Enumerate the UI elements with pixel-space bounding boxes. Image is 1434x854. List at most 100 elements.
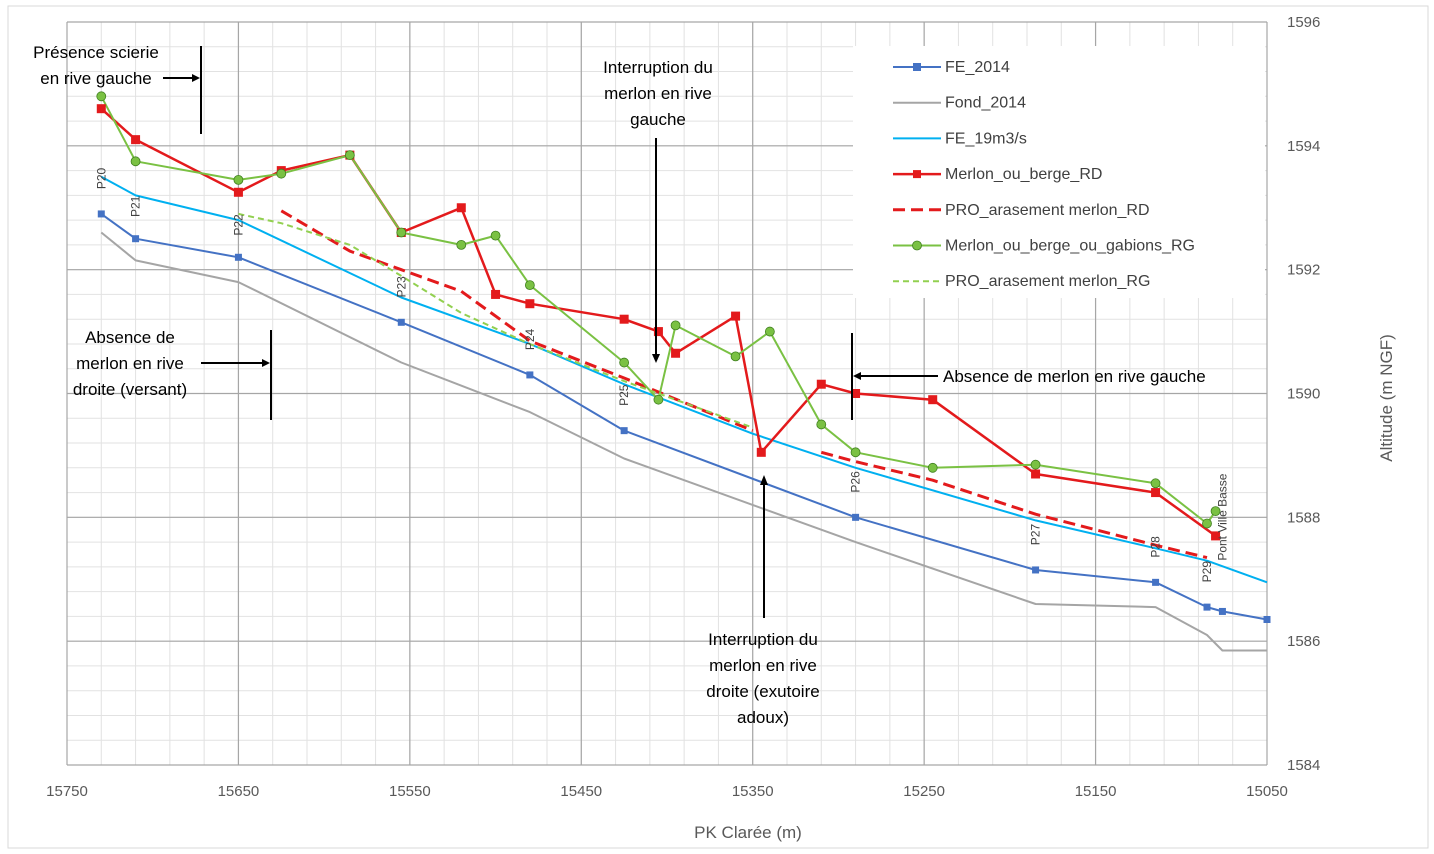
legend-marker [913,170,921,179]
legend-label: Merlon_ou_berge_ou_gabions_RG [945,238,1195,255]
data-point-circle [490,230,501,241]
annotations: Présence scierie en rive gauche Interrup… [33,43,1206,727]
x-tick-label: 15150 [1075,783,1117,800]
data-point-circle [276,168,287,179]
data-point-circle [730,351,741,362]
annotation-interruption-rd-line4: adoux) [737,708,789,727]
legend-marker [912,240,922,251]
x-tick-label: 15350 [732,783,774,800]
data-point-square [653,327,663,337]
legend-label: PRO_arasement merlon_RG [945,273,1150,290]
legend: FE_2014 Fond_2014 FE_19m3/s Merlon_ou_berge… [853,46,1265,298]
profile-label: P28 [1149,536,1163,558]
data-point-square [620,427,628,435]
series-line-2 [100,175,1268,584]
data-point-square [1152,578,1160,586]
data-point-square [928,395,938,405]
data-point-square [97,210,105,218]
legend-marker [913,63,921,71]
profile-label: P20 [94,167,108,189]
data-point-circle [344,150,355,161]
annotation-interruption-rg-line1: Interruption du [603,58,713,77]
data-point-square [96,104,106,114]
data-point-square [1218,607,1226,615]
data-point-square [526,371,534,379]
data-point-circle [1210,506,1221,517]
annotation-scierie-line1: Présence scierie [33,43,159,62]
profile-label: P26 [849,471,863,493]
profile-label: P21 [129,195,143,217]
data-point-square [852,513,860,521]
series-line-4 [280,209,754,432]
profile-label: P22 [231,214,245,236]
x-tick-label: 15550 [389,783,431,800]
annotation-interruption-rd-line2: merlon en rive [709,656,817,675]
markers-group [96,91,1271,623]
data-point-circle [1030,459,1041,470]
data-point-square [671,348,681,358]
annotation-interruption-rd-arrowhead [760,475,768,485]
legend-label: Merlon_ou_berge_RD [945,166,1102,183]
legend-label: FE_19m3/s [945,130,1027,147]
y-tick-label: 1584 [1287,757,1320,774]
y-tick-label: 1588 [1287,509,1320,526]
data-point-circle [927,462,938,473]
data-point-circle [1202,518,1212,529]
data-point-square [1151,488,1161,498]
data-point-square [851,389,861,398]
data-point-square [1211,531,1221,541]
tick-labels: 15750 15650 15550 15450 15350 15250 15150 15050… [46,14,1320,800]
data-point-square [525,299,535,309]
profile-label: P27 [1029,524,1043,546]
data-point-circle [670,320,681,331]
annotation-absence-rd-line2: merlon en rive [76,354,184,373]
data-point-square [1031,469,1041,479]
x-tick-label: 15750 [46,783,88,800]
y-tick-label: 1592 [1287,262,1320,279]
legend-label: PRO_arasement merlon_RD [945,202,1150,219]
profile-label: P25 [617,384,631,406]
y-tick-label: 1594 [1287,138,1320,155]
data-point-circle [850,447,861,458]
data-point-square [1203,603,1211,611]
data-point-circle [1150,478,1161,489]
data-point-circle [456,239,467,250]
annotation-scierie-arrowhead [192,74,200,82]
data-point-circle [816,419,827,430]
data-point-circle [233,174,244,185]
annotation-scierie-line2: en rive gauche [40,69,152,88]
profile-label: P29 [1200,561,1214,583]
legend-label: FE_2014 [945,59,1010,76]
profile-label: P24 [523,328,537,350]
x-tick-label: 15450 [560,783,602,800]
x-tick-label: 15050 [1246,783,1288,800]
data-point-square [456,203,466,213]
x-tick-label: 15650 [218,783,260,800]
series-line-1 [100,231,1267,652]
annotation-absence-rd-line1: Absence de [85,328,175,347]
data-point-square [619,314,629,324]
series-line-5 [820,450,1208,560]
annotation-absence-rd-arrowhead [262,359,270,367]
data-point-circle [130,156,141,167]
y-tick-label: 1596 [1287,14,1320,31]
data-point-square [397,318,405,326]
annotation-interruption-rd-line1: Interruption du [708,630,818,649]
data-point-square [234,253,242,261]
legend-box [853,46,1265,298]
y-axis-title: Altitude (m NGF) [1377,334,1396,462]
data-point-circle [653,394,664,405]
profile-label: Pont Ville Basse [1215,473,1229,560]
data-point-square [131,135,141,145]
data-point-square [233,187,243,197]
data-point-square [491,289,501,299]
data-point-square [1263,615,1271,623]
x-axis-title: PK Clarée (m) [694,823,802,842]
y-tick-label: 1586 [1287,633,1320,650]
annotation-interruption-rd-line3: droite (exutoire [706,682,819,701]
annotation-interruption-rg-line2: merlon en rive [604,84,712,103]
data-point-circle [524,280,535,291]
